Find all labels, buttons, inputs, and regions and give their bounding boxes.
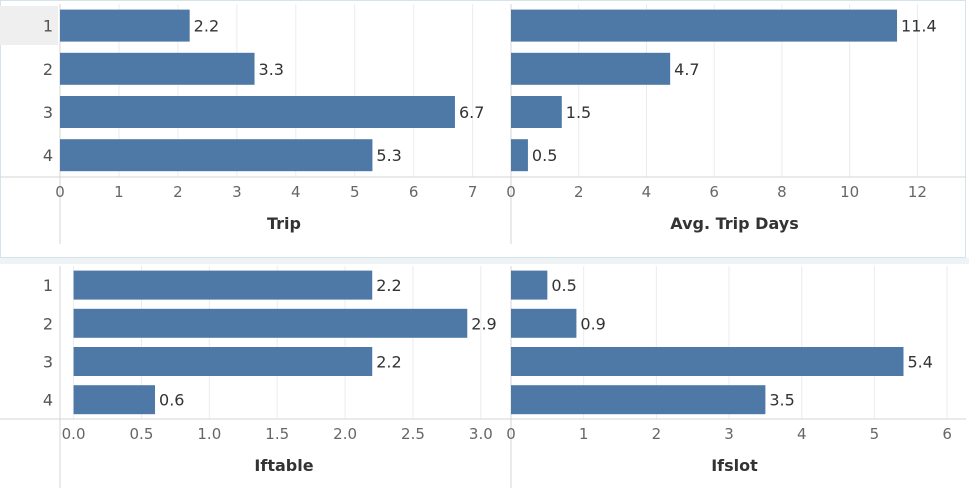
category-label: 1 [43,17,53,36]
tick-label: 3 [724,425,734,443]
tick-label: 1 [579,425,589,443]
bar-value-label: 2.9 [471,314,496,333]
category-label: 1 [43,276,53,295]
bar [511,347,904,376]
bar-value-label: 0.5 [532,146,557,165]
category-label: 2 [43,314,53,333]
axis-title: Ifslot [711,456,758,475]
tick-label: 10 [840,183,859,201]
bar [511,9,898,42]
bar [60,52,255,85]
bar-value-label: 0.6 [159,391,184,410]
tick-label: 2.5 [401,425,425,443]
tick-label: 0 [506,425,516,443]
bar-value-label: 11.4 [901,17,937,36]
tick-label: 0 [506,183,516,201]
bar-value-label: 5.4 [907,353,932,372]
tick-label: 5 [870,425,880,443]
bar-value-label: 6.7 [459,103,484,122]
tick-label: 0.5 [130,425,154,443]
tick-label: 1.5 [265,425,289,443]
tick-label: 6 [709,183,719,201]
tick-label: 2 [574,183,584,201]
tick-label: 0.0 [62,425,86,443]
tick-label: 1.0 [197,425,221,443]
axis-title: Trip [267,214,301,233]
axis-title: Iftable [254,456,313,475]
tick-label: 2.0 [333,425,357,443]
bar-value-label: 4.7 [674,60,699,79]
bar [60,96,455,128]
bar [511,270,548,300]
tick-label: 2 [652,425,662,443]
category-label: 3 [43,103,53,122]
tick-label: 6 [942,425,952,443]
category-label: 3 [43,353,53,372]
bar [73,308,468,338]
tick-label: 4 [291,183,301,201]
tick-label: 7 [468,183,478,201]
bar [511,139,528,172]
bar [511,308,577,338]
tick-label: 0 [55,183,65,201]
bar [60,9,190,42]
bar [511,385,766,415]
bar-value-label: 1.5 [566,103,591,122]
tick-label: 2 [173,183,183,201]
bar [73,385,156,415]
category-label: 2 [43,60,53,79]
bar-value-label: 2.2 [194,17,219,36]
bar-value-label: 2.2 [376,353,401,372]
row-highlight [0,6,58,45]
axis-title: Avg. Trip Days [670,214,798,233]
tick-label: 1 [114,183,124,201]
bar [60,139,373,172]
category-label: 4 [43,146,53,165]
bar-value-label: 0.5 [551,276,576,295]
panel-separator [0,258,969,264]
bar-value-label: 5.3 [376,146,401,165]
tick-label: 6 [409,183,419,201]
bar-value-label: 3.5 [769,391,794,410]
tick-label: 5 [350,183,360,201]
bar [73,347,373,376]
bar [73,270,373,300]
bar-value-label: 3.3 [259,60,284,79]
bar [511,52,671,85]
bar [511,96,562,128]
tick-label: 3 [232,183,242,201]
tick-label: 12 [908,183,927,201]
tick-label: 4 [797,425,807,443]
tick-label: 3.0 [469,425,493,443]
category-label: 4 [43,391,53,410]
bar-value-label: 2.2 [376,276,401,295]
tick-label: 4 [642,183,652,201]
tick-label: 8 [777,183,787,201]
bar-value-label: 0.9 [580,314,605,333]
